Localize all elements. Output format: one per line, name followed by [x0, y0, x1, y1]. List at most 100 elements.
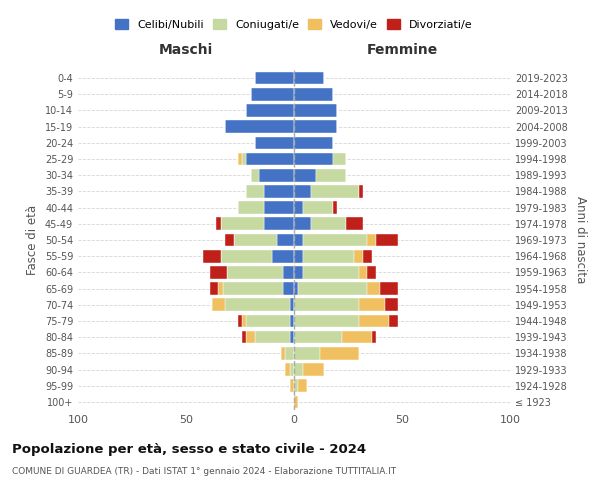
- Bar: [238, 152, 242, 166]
- Bar: [225, 234, 233, 246]
- Y-axis label: Fasce di età: Fasce di età: [26, 205, 39, 275]
- Bar: [367, 234, 376, 246]
- Bar: [294, 72, 324, 85]
- Bar: [283, 266, 294, 278]
- Bar: [294, 331, 341, 344]
- Bar: [333, 152, 346, 166]
- Bar: [302, 363, 324, 376]
- Bar: [242, 331, 247, 344]
- Bar: [294, 396, 298, 408]
- Bar: [302, 250, 355, 262]
- Bar: [302, 234, 367, 246]
- Bar: [286, 363, 290, 376]
- Text: Popolazione per età, sesso e stato civile - 2024: Popolazione per età, sesso e stato civil…: [12, 442, 366, 456]
- Bar: [281, 347, 286, 360]
- Text: COMUNE DI GUARDEA (TR) - Dati ISTAT 1° gennaio 2024 - Elaborazione TUTTITALIA.IT: COMUNE DI GUARDEA (TR) - Dati ISTAT 1° g…: [12, 468, 396, 476]
- Bar: [294, 88, 333, 101]
- Bar: [294, 152, 333, 166]
- Bar: [294, 120, 337, 133]
- Bar: [380, 282, 398, 295]
- Bar: [221, 218, 264, 230]
- Bar: [286, 347, 294, 360]
- Text: Maschi: Maschi: [159, 43, 213, 57]
- Bar: [203, 250, 221, 262]
- Bar: [255, 72, 294, 85]
- Bar: [210, 282, 218, 295]
- Bar: [294, 266, 302, 278]
- Bar: [242, 152, 247, 166]
- Bar: [294, 347, 320, 360]
- Bar: [298, 282, 367, 295]
- Bar: [294, 218, 311, 230]
- Bar: [294, 169, 316, 181]
- Bar: [294, 380, 298, 392]
- Bar: [359, 185, 363, 198]
- Bar: [359, 298, 385, 311]
- Bar: [302, 202, 333, 214]
- Bar: [294, 282, 298, 295]
- Bar: [346, 218, 363, 230]
- Bar: [294, 298, 359, 311]
- Bar: [302, 266, 359, 278]
- Bar: [320, 347, 359, 360]
- Bar: [264, 202, 294, 214]
- Bar: [294, 185, 311, 198]
- Bar: [264, 185, 294, 198]
- Bar: [247, 314, 290, 328]
- Bar: [367, 282, 380, 295]
- Bar: [376, 234, 398, 246]
- Bar: [290, 363, 294, 376]
- Bar: [294, 104, 337, 117]
- Bar: [247, 185, 264, 198]
- Bar: [251, 88, 294, 101]
- Bar: [290, 314, 294, 328]
- Bar: [298, 380, 307, 392]
- Bar: [290, 298, 294, 311]
- Bar: [316, 169, 346, 181]
- Bar: [389, 314, 398, 328]
- Bar: [359, 266, 367, 278]
- Bar: [294, 136, 333, 149]
- Bar: [283, 282, 294, 295]
- Bar: [264, 218, 294, 230]
- Bar: [359, 314, 389, 328]
- Bar: [238, 202, 264, 214]
- Bar: [238, 314, 242, 328]
- Bar: [225, 120, 294, 133]
- Bar: [355, 250, 363, 262]
- Bar: [218, 282, 223, 295]
- Bar: [385, 298, 398, 311]
- Bar: [255, 331, 290, 344]
- Bar: [363, 250, 372, 262]
- Bar: [216, 218, 221, 230]
- Bar: [294, 202, 302, 214]
- Bar: [290, 331, 294, 344]
- Bar: [259, 169, 294, 181]
- Bar: [294, 363, 302, 376]
- Bar: [242, 314, 247, 328]
- Bar: [227, 266, 283, 278]
- Bar: [233, 234, 277, 246]
- Bar: [367, 266, 376, 278]
- Bar: [290, 380, 294, 392]
- Bar: [247, 331, 255, 344]
- Bar: [333, 202, 337, 214]
- Bar: [223, 282, 283, 295]
- Bar: [294, 234, 302, 246]
- Bar: [311, 218, 346, 230]
- Bar: [341, 331, 372, 344]
- Bar: [277, 234, 294, 246]
- Bar: [372, 331, 376, 344]
- Bar: [212, 298, 225, 311]
- Bar: [294, 250, 302, 262]
- Text: Femmine: Femmine: [367, 43, 437, 57]
- Bar: [247, 152, 294, 166]
- Bar: [225, 298, 290, 311]
- Bar: [210, 266, 227, 278]
- Y-axis label: Anni di nascita: Anni di nascita: [574, 196, 587, 284]
- Legend: Celibi/Nubili, Coniugati/e, Vedovi/e, Divorziati/e: Celibi/Nubili, Coniugati/e, Vedovi/e, Di…: [111, 14, 477, 34]
- Bar: [251, 169, 259, 181]
- Bar: [221, 250, 272, 262]
- Bar: [272, 250, 294, 262]
- Bar: [255, 136, 294, 149]
